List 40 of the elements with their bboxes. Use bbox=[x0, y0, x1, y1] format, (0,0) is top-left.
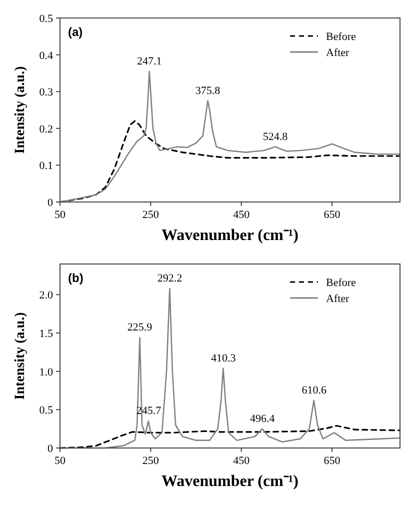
y-tick-label: 0.5 bbox=[39, 13, 54, 25]
y-tick-label: 2.0 bbox=[39, 290, 54, 302]
legend-label: After bbox=[326, 293, 350, 305]
y-tick-label: 1.5 bbox=[39, 328, 54, 340]
x-tick-label: 650 bbox=[324, 455, 341, 467]
annotation: (b) bbox=[68, 271, 84, 285]
annotation: 410.3 bbox=[210, 352, 236, 364]
x-tick-label: 450 bbox=[233, 455, 250, 467]
line-series bbox=[59, 424, 401, 449]
y-tick-label: 1.0 bbox=[39, 366, 54, 378]
annotation: (a) bbox=[68, 25, 83, 39]
annotation: 610.6 bbox=[302, 384, 328, 396]
x-axis-title: Wavenumber (cm⁻¹) bbox=[161, 227, 299, 244]
y-axis-title: Intensity (a.u.) bbox=[13, 66, 28, 154]
legend-label: After bbox=[326, 47, 350, 59]
y-tick-label: 0.3 bbox=[39, 86, 54, 99]
annotation: 245.7 bbox=[136, 405, 162, 418]
x-tick-label: 50 bbox=[54, 455, 66, 467]
y-tick-label: 0.4 bbox=[39, 50, 54, 62]
line-series bbox=[59, 70, 401, 203]
annotation: 524.8 bbox=[262, 130, 288, 143]
x-tick-label: 250 bbox=[142, 209, 160, 221]
legend-label: Before bbox=[326, 277, 356, 289]
annotation: 247.1 bbox=[136, 55, 162, 68]
x-tick-label: 650 bbox=[324, 209, 341, 221]
y-tick-label: 0 bbox=[48, 443, 54, 455]
annotation: 496.4 bbox=[250, 412, 276, 425]
legend-label: Before bbox=[326, 31, 356, 43]
y-tick-label: 0 bbox=[48, 197, 54, 209]
y-tick-label: 0.1 bbox=[39, 160, 53, 172]
y-tick-label: 0.5 bbox=[39, 404, 54, 417]
x-tick-label: 450 bbox=[233, 209, 250, 221]
annotation: 225.9 bbox=[127, 322, 153, 334]
x-axis-title: Wavenumber (cm⁻¹) bbox=[161, 473, 299, 490]
annotation: 375.8 bbox=[195, 84, 221, 97]
x-tick-label: 250 bbox=[142, 455, 160, 467]
annotation: 292.2 bbox=[157, 272, 182, 285]
x-tick-label: 50 bbox=[54, 209, 66, 221]
y-axis-title: Intensity (a.u.) bbox=[13, 312, 28, 400]
y-tick-label: 0.2 bbox=[39, 123, 53, 136]
